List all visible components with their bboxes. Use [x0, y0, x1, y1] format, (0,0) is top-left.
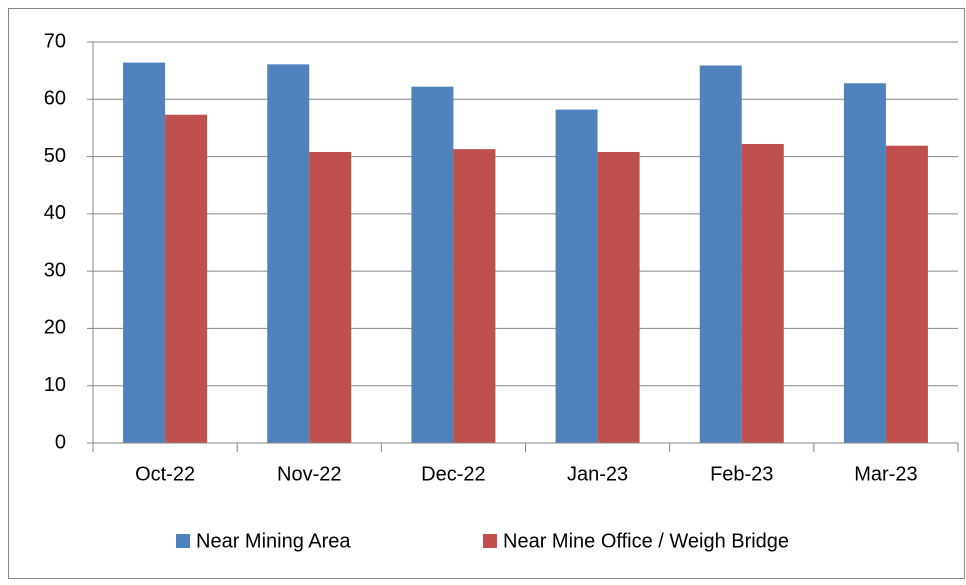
- bar: [165, 114, 208, 443]
- y-tick-label: 20: [44, 317, 66, 339]
- y-tick-label: 10: [44, 374, 66, 396]
- legend-label: Near Mine Office / Weigh Bridge: [503, 530, 789, 552]
- x-tick-label: Dec-22: [421, 463, 485, 485]
- x-tick-label: Feb-23: [710, 463, 773, 485]
- bar: [123, 62, 166, 443]
- y-tick-label: 60: [44, 88, 66, 110]
- y-tick-label: 30: [44, 259, 66, 281]
- legend-swatch: [176, 534, 190, 548]
- bar: [885, 145, 928, 444]
- bar: [597, 151, 640, 443]
- y-tick-label: 50: [44, 145, 66, 167]
- bar: [555, 109, 598, 444]
- x-tick-label: Nov-22: [277, 463, 341, 485]
- bar: [843, 83, 886, 443]
- x-tick-label: Mar-23: [854, 463, 917, 485]
- bar: [453, 149, 496, 444]
- x-tick-label: Oct-22: [135, 463, 195, 485]
- y-tick-label: 0: [55, 431, 66, 453]
- y-tick-label: 40: [44, 202, 66, 224]
- bar: [741, 143, 784, 443]
- x-tick-label: Jan-23: [567, 463, 628, 485]
- bar: [309, 151, 352, 443]
- y-tick-label: 70: [44, 30, 66, 52]
- legend-label: Near Mining Area: [196, 530, 351, 552]
- bar: [267, 64, 310, 443]
- legend-swatch: [483, 534, 497, 548]
- bar: [411, 86, 454, 443]
- bar: [699, 65, 742, 443]
